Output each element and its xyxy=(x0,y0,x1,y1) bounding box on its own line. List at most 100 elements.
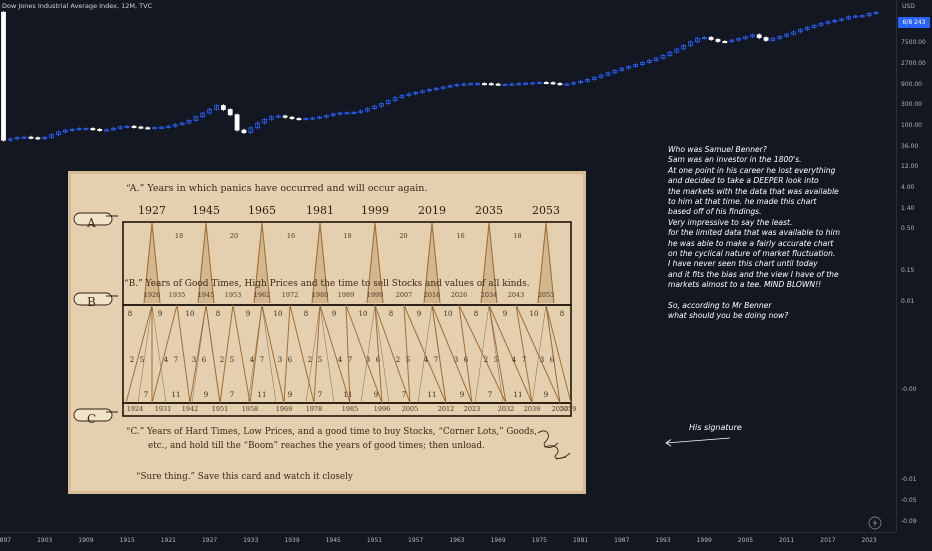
symbol-title[interactable]: Dow Jones Industrial Average Index, 12M,… xyxy=(2,2,153,10)
candle-body xyxy=(21,136,27,139)
candle-body xyxy=(28,136,34,139)
candle-body xyxy=(502,84,508,87)
hard-times-year: 1951 xyxy=(211,405,229,413)
cycle-number: 10 xyxy=(443,310,453,318)
candle-body xyxy=(832,19,838,23)
candle-body xyxy=(207,108,213,114)
hard-times-year: 1969 xyxy=(275,405,293,413)
currency-label: USD xyxy=(902,3,915,10)
cycle-number: 7 xyxy=(143,391,149,399)
candle-body xyxy=(186,120,192,124)
annotation-text[interactable]: Who was Samuel Benner? Sam was an investo… xyxy=(668,145,868,322)
candle-body xyxy=(722,41,728,44)
panic-year: 1945 xyxy=(192,204,220,217)
cycle-number: 4 xyxy=(423,356,429,364)
cycle-number: 9 xyxy=(502,310,508,318)
candle-body xyxy=(811,24,817,28)
candle-body xyxy=(605,72,611,76)
candle-body xyxy=(516,83,522,86)
cycle-number: 9 xyxy=(245,310,251,318)
cycle-number: 7 xyxy=(487,391,493,399)
good-times-year: 1926 xyxy=(143,291,161,299)
tradingview-logo-icon[interactable] xyxy=(868,516,882,530)
time-axis[interactable]: 1897 1903 1909 1915 1921 1927 1933 1939 1945 1951… xyxy=(0,532,896,551)
cycle-number: 9 xyxy=(203,391,209,399)
card-heading-b: “B.” Years of Good Times, High Prices an… xyxy=(124,279,530,289)
candle-body xyxy=(131,125,137,128)
annotation-line: markets almost to a tee. MIND BLOWN!! xyxy=(668,280,822,290)
hard-times-year: 2005 xyxy=(401,405,419,413)
cycle-number: 9 xyxy=(543,391,549,399)
time-axis-label: 1999 xyxy=(696,537,712,544)
candle-body xyxy=(640,62,645,65)
time-axis-label: 2023 xyxy=(861,537,877,544)
cycle-number: 10 xyxy=(273,310,283,318)
candle-body xyxy=(585,79,590,82)
good-times-year: 1962 xyxy=(253,291,271,299)
cycle-number: 3 xyxy=(277,356,283,364)
price-axis-label: 36.00 xyxy=(901,143,919,150)
candle-body xyxy=(296,118,302,121)
candle-body xyxy=(76,128,82,131)
price-chart[interactable] xyxy=(0,0,896,532)
candle-body xyxy=(378,103,384,107)
annotation-line: on the cyclical nature of market fluctua… xyxy=(668,249,836,259)
hard-times-year: 1958 xyxy=(241,405,259,413)
candle-body xyxy=(262,118,267,124)
good-times-year: 2053 xyxy=(537,291,555,299)
hard-times-year: 2012 xyxy=(437,405,455,413)
hand-pointer-b-label: B xyxy=(87,295,96,309)
price-axis-label: -0.00 xyxy=(901,386,917,393)
candle-body xyxy=(358,110,364,113)
candle-body xyxy=(852,15,858,18)
time-axis-label: 1951 xyxy=(366,537,383,544)
candle-body xyxy=(475,83,480,86)
candle-body xyxy=(839,18,845,21)
candle-body xyxy=(715,39,721,42)
candle-body xyxy=(1,11,6,141)
hand-pointer-icon xyxy=(73,212,118,226)
signature-label[interactable]: His signature xyxy=(689,423,742,432)
candle-body xyxy=(193,116,199,121)
annotation-line: Who was Samuel Benner? xyxy=(668,145,767,154)
cycle-number: 6 xyxy=(287,356,293,364)
candle-body xyxy=(557,83,563,86)
annotation-line: what should you be doing now? xyxy=(668,311,789,321)
good-times-year: 2026 xyxy=(450,291,468,299)
candle-body xyxy=(859,15,865,18)
candle-body xyxy=(763,37,769,41)
arrow-left-icon xyxy=(665,437,731,447)
hard-times-year: 1942 xyxy=(181,405,199,413)
time-axis-label: 1993 xyxy=(655,537,671,544)
candle-body xyxy=(56,131,61,136)
cycle-number: 8 xyxy=(215,310,221,318)
card-grid xyxy=(68,171,586,494)
time-axis-label: 2017 xyxy=(820,537,836,544)
candle-body xyxy=(804,26,810,30)
candle-body xyxy=(365,108,371,112)
price-axis-label: 0.01 xyxy=(901,298,915,305)
candle-body xyxy=(791,31,796,35)
cycle-number: 7 xyxy=(401,391,407,399)
candle-body xyxy=(798,29,803,33)
time-axis-label: 1963 xyxy=(449,537,465,544)
time-axis-label: 1981 xyxy=(572,537,589,544)
hard-times-year: 2032 xyxy=(497,405,515,413)
hard-times-year: 1978 xyxy=(305,405,323,413)
cycle-number: 6 xyxy=(201,356,207,364)
cycle-number: 11 xyxy=(257,391,267,399)
price-axis-label: 2700.00 xyxy=(901,60,926,67)
cycle-number: 8 xyxy=(127,310,133,318)
price-axis-label: -0.01 xyxy=(901,476,917,483)
hard-times-year: 1931 xyxy=(154,405,172,413)
price-axis-label: 900.00 xyxy=(901,81,922,88)
cycle-number: 10 xyxy=(358,310,368,318)
candle-body xyxy=(255,122,261,129)
candle-body xyxy=(420,90,425,93)
candle-body xyxy=(165,125,171,128)
price-axis[interactable]: 7500.00 2700.00 900.00 300.00 100.00 36.00 12.… xyxy=(896,0,932,532)
candle-body xyxy=(111,127,116,131)
candle-body xyxy=(578,80,583,84)
candle-body xyxy=(708,37,714,40)
candle-body xyxy=(62,129,68,133)
